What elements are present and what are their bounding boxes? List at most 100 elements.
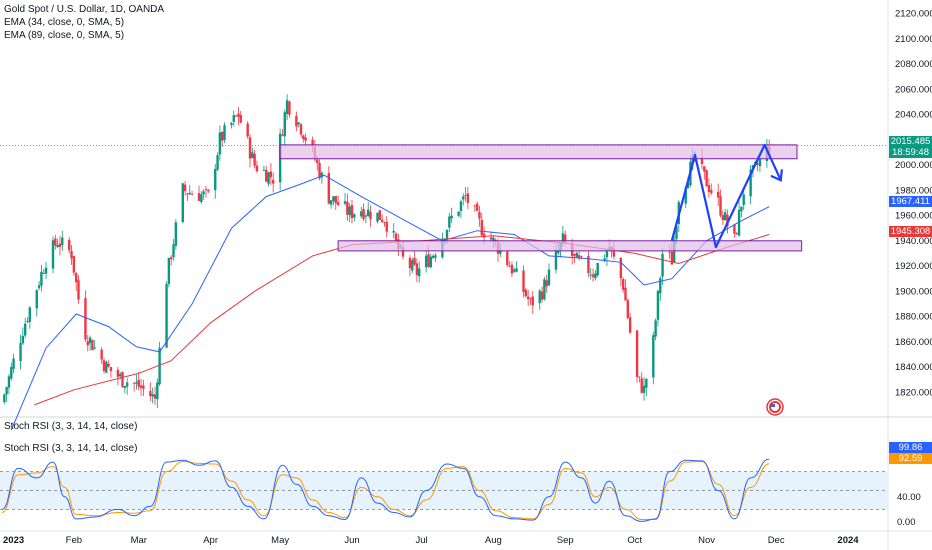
candle-body xyxy=(383,222,386,223)
legend-stoch-rsi-title[interactable]: Stoch RSI (3, 3, 14, 14, close) xyxy=(4,421,138,432)
candle-body xyxy=(573,253,576,256)
candle-body xyxy=(100,349,103,360)
candle-body xyxy=(464,195,467,196)
candle-body xyxy=(434,255,437,258)
time-tick-label: Nov xyxy=(698,535,715,546)
candle-body xyxy=(591,274,595,277)
candle-body xyxy=(207,189,210,192)
time-tick-label: May xyxy=(271,535,289,546)
candle-body xyxy=(394,233,398,241)
candle-body xyxy=(589,274,592,276)
candle-body xyxy=(459,201,463,212)
candle-body xyxy=(320,172,324,178)
resistance-zone xyxy=(279,144,798,160)
legend-ema89[interactable]: EMA (89, close, 0, SMA, 5) xyxy=(4,30,125,41)
legend-symbol[interactable]: Gold Spot / U.S. Dollar, 1D, OANDA xyxy=(4,4,165,15)
price-tick-label: 2000.000 xyxy=(895,160,932,171)
candle-body xyxy=(149,390,152,397)
candle-body xyxy=(564,234,567,243)
candle-body xyxy=(619,257,623,279)
price-tick-label: 1960.000 xyxy=(895,211,932,222)
candle-body xyxy=(740,206,743,212)
candle-body xyxy=(526,296,530,300)
candle-body xyxy=(675,226,678,240)
candle-body xyxy=(237,113,240,117)
candle-body xyxy=(139,385,143,388)
candle-body xyxy=(362,208,365,219)
candle-body xyxy=(86,341,89,346)
candle-body xyxy=(640,378,643,393)
candle-body xyxy=(142,385,145,389)
candle-body xyxy=(200,194,203,203)
price-tick-label: 2060.000 xyxy=(895,84,932,95)
candle-body xyxy=(84,298,87,340)
candle-body xyxy=(174,222,178,246)
candle-body xyxy=(475,203,479,211)
candle-body xyxy=(186,193,189,195)
candle-body xyxy=(5,387,8,395)
candle-body xyxy=(93,347,96,349)
candle-body xyxy=(587,255,590,273)
candle-body xyxy=(269,171,273,178)
candle-body xyxy=(350,205,354,219)
candle-body xyxy=(61,237,64,246)
time-tick-label: Mar xyxy=(131,535,147,546)
candle-body xyxy=(230,123,233,125)
last-price-value: 2015.485 xyxy=(890,136,931,147)
candle-body xyxy=(153,394,157,399)
candle-body xyxy=(183,184,187,192)
stoch-k-line xyxy=(1,458,770,522)
candle-body xyxy=(418,268,421,277)
candle-body xyxy=(524,289,528,297)
candle-body xyxy=(670,251,674,265)
time-tick-label: Sep xyxy=(557,535,574,546)
candle-body xyxy=(336,202,340,206)
candle-body xyxy=(234,115,238,117)
candle-body xyxy=(561,233,565,244)
candle-body xyxy=(151,394,154,397)
us-flag-icon-canton xyxy=(771,404,775,407)
price-tick-label: 2120.000 xyxy=(895,9,932,20)
price-tick-label: 1940.000 xyxy=(895,236,932,247)
legend-stoch-rsi[interactable]: Stoch RSI (3, 3, 14, 14, close) xyxy=(4,443,138,454)
candle-body xyxy=(262,169,266,171)
candle-body xyxy=(295,115,298,127)
legend-ema34[interactable]: EMA (34, close, 0, SMA, 5) xyxy=(4,17,125,28)
candle-body xyxy=(329,200,333,205)
candle-body xyxy=(125,382,129,387)
price-tick-label: 1860.000 xyxy=(895,337,932,348)
candle-body xyxy=(480,220,483,236)
candle-body xyxy=(35,290,38,309)
candle-body xyxy=(652,335,655,378)
price-tick-label: 1880.000 xyxy=(895,312,932,323)
candle-body xyxy=(656,290,660,320)
candle-body xyxy=(165,283,168,348)
candle-body xyxy=(635,330,639,378)
candle-body xyxy=(700,157,704,164)
time-tick-label: Oct xyxy=(627,535,642,546)
candle-body xyxy=(661,253,664,277)
candle-body xyxy=(70,250,73,259)
candle-body xyxy=(621,279,625,290)
candle-body xyxy=(54,238,57,246)
candle-body xyxy=(334,196,337,204)
stoch-d-tag: 92.59 xyxy=(889,453,932,464)
candle-body xyxy=(68,239,71,251)
candle-body xyxy=(429,256,432,268)
candle-body xyxy=(271,179,275,184)
candle-body xyxy=(285,100,289,115)
candle-body xyxy=(172,244,175,257)
candle-body xyxy=(181,183,184,222)
candle-body xyxy=(105,361,108,373)
price-tick-label: 1900.000 xyxy=(895,286,932,297)
candle-body xyxy=(413,257,416,265)
candle-body xyxy=(232,115,235,122)
candle-body xyxy=(513,269,516,272)
candle-body xyxy=(457,211,460,216)
candle-body xyxy=(431,255,435,258)
zones xyxy=(279,144,803,252)
candle-body xyxy=(466,193,470,203)
